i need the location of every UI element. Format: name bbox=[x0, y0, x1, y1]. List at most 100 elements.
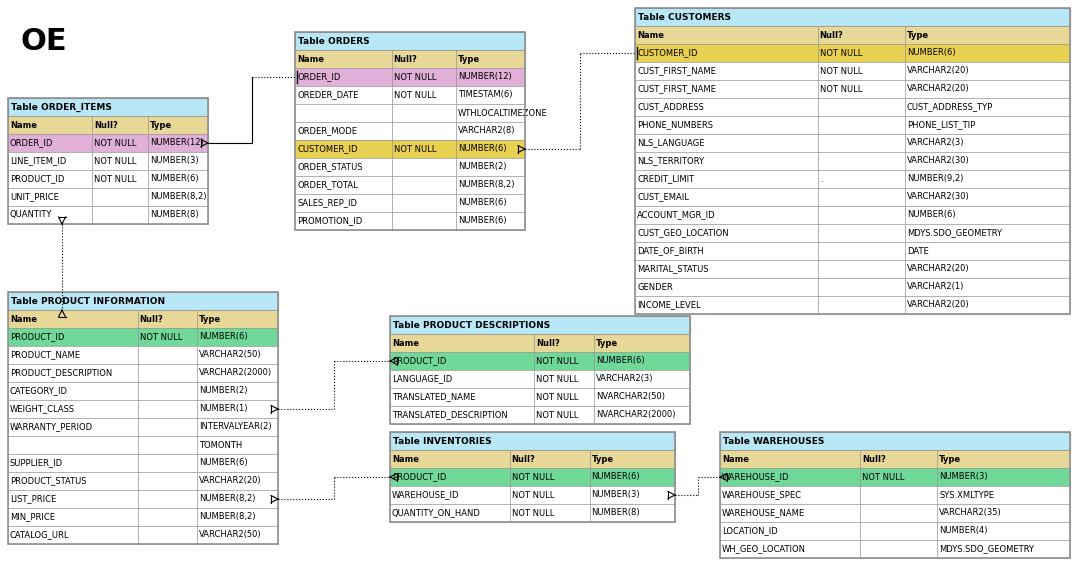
Bar bbox=[197, 418, 278, 436]
Text: NOT NULL: NOT NULL bbox=[94, 174, 136, 183]
Text: NUMBER(8,2): NUMBER(8,2) bbox=[457, 181, 515, 190]
Bar bbox=[8, 508, 138, 526]
Bar bbox=[197, 436, 278, 454]
Bar bbox=[92, 188, 148, 206]
Bar bbox=[636, 44, 818, 62]
Bar bbox=[904, 188, 1070, 206]
Text: VARCHAR2(35): VARCHAR2(35) bbox=[939, 508, 1001, 517]
Bar bbox=[456, 194, 525, 212]
Bar bbox=[904, 116, 1070, 134]
Text: PRODUCT_DESCRIPTION: PRODUCT_DESCRIPTION bbox=[10, 368, 112, 378]
Bar bbox=[818, 206, 904, 224]
Text: WAREHOUSE_ID: WAREHOUSE_ID bbox=[392, 491, 460, 500]
Text: CUST_ADDRESS_TYP: CUST_ADDRESS_TYP bbox=[906, 102, 993, 112]
Text: NUMBER(6): NUMBER(6) bbox=[591, 473, 640, 482]
Bar bbox=[8, 454, 138, 472]
Text: NOT NULL: NOT NULL bbox=[511, 491, 555, 500]
Text: NUMBER(6): NUMBER(6) bbox=[906, 49, 955, 58]
Text: TRANSLATED_DESCRIPTION: TRANSLATED_DESCRIPTION bbox=[392, 410, 508, 419]
Bar bbox=[818, 62, 904, 80]
Bar bbox=[8, 472, 138, 490]
Bar bbox=[390, 504, 509, 522]
Text: Null?: Null? bbox=[820, 31, 844, 40]
Bar bbox=[390, 316, 689, 424]
Text: Type: Type bbox=[457, 54, 480, 63]
Text: WH_GEO_LOCATION: WH_GEO_LOCATION bbox=[722, 544, 806, 554]
Bar bbox=[636, 8, 1070, 314]
Text: NOT NULL: NOT NULL bbox=[820, 84, 862, 93]
Bar bbox=[534, 388, 595, 406]
Bar bbox=[904, 278, 1070, 296]
Text: NOT NULL: NOT NULL bbox=[394, 91, 436, 100]
Bar bbox=[904, 242, 1070, 260]
Text: SYS.XMLTYPE: SYS.XMLTYPE bbox=[939, 491, 994, 500]
Text: Type: Type bbox=[150, 121, 173, 130]
Text: NOT NULL: NOT NULL bbox=[94, 157, 136, 165]
Bar bbox=[8, 292, 278, 544]
Text: ORDER_STATUS: ORDER_STATUS bbox=[297, 162, 363, 171]
Bar bbox=[720, 522, 860, 540]
Text: VARCHAR2(50): VARCHAR2(50) bbox=[199, 350, 261, 359]
Text: PRODUCT_ID: PRODUCT_ID bbox=[392, 357, 447, 366]
Text: INCOME_LEVEL: INCOME_LEVEL bbox=[637, 301, 700, 310]
Text: QUANTITY: QUANTITY bbox=[10, 211, 53, 220]
Bar bbox=[392, 212, 456, 230]
Bar bbox=[589, 486, 675, 504]
Text: Table PRODUCT DESCRIPTIONS: Table PRODUCT DESCRIPTIONS bbox=[393, 320, 550, 329]
Bar bbox=[390, 352, 534, 370]
Bar bbox=[720, 432, 1070, 450]
Bar bbox=[636, 8, 1070, 26]
Text: NUMBER(6): NUMBER(6) bbox=[457, 144, 507, 153]
Bar bbox=[390, 388, 534, 406]
Bar bbox=[636, 26, 818, 44]
Bar bbox=[8, 116, 92, 134]
Bar bbox=[392, 194, 456, 212]
Text: MARITAL_STATUS: MARITAL_STATUS bbox=[637, 264, 709, 273]
Bar bbox=[138, 364, 197, 382]
Bar bbox=[148, 152, 208, 170]
Bar bbox=[197, 346, 278, 364]
Bar bbox=[818, 134, 904, 152]
Bar bbox=[138, 508, 197, 526]
Text: NUMBER(3): NUMBER(3) bbox=[150, 157, 199, 165]
Bar bbox=[534, 370, 595, 388]
Text: Name: Name bbox=[297, 54, 324, 63]
Bar bbox=[860, 540, 937, 558]
Text: NUMBER(3): NUMBER(3) bbox=[939, 473, 987, 482]
Bar bbox=[8, 526, 138, 544]
Text: NUMBER(6): NUMBER(6) bbox=[199, 332, 247, 341]
Bar bbox=[392, 158, 456, 176]
Bar bbox=[148, 134, 208, 152]
Bar bbox=[92, 116, 148, 134]
Bar bbox=[456, 212, 525, 230]
Text: VARCHAR2(30): VARCHAR2(30) bbox=[906, 192, 969, 201]
Text: NUMBER(2): NUMBER(2) bbox=[199, 387, 247, 396]
Bar bbox=[148, 206, 208, 224]
Text: NOT NULL: NOT NULL bbox=[536, 392, 578, 401]
Text: Table INVENTORIES: Table INVENTORIES bbox=[393, 436, 492, 445]
Bar bbox=[595, 388, 689, 406]
Text: NUMBER(8,2): NUMBER(8,2) bbox=[150, 192, 206, 201]
Text: UNIT_PRICE: UNIT_PRICE bbox=[10, 192, 59, 201]
Bar bbox=[197, 364, 278, 382]
Bar bbox=[8, 206, 92, 224]
Bar bbox=[904, 170, 1070, 188]
Text: NUMBER(8,2): NUMBER(8,2) bbox=[199, 512, 256, 521]
Bar bbox=[390, 316, 689, 334]
Text: CUSTOMER_ID: CUSTOMER_ID bbox=[297, 144, 357, 153]
Text: WTHLOCALTIMEZONE: WTHLOCALTIMEZONE bbox=[457, 109, 548, 118]
Bar bbox=[720, 450, 860, 468]
Text: Table ORDERS: Table ORDERS bbox=[298, 36, 370, 45]
Text: OREDER_DATE: OREDER_DATE bbox=[297, 91, 358, 100]
Bar bbox=[818, 80, 904, 98]
Text: Name: Name bbox=[392, 454, 419, 464]
Text: Table WAREHOUSES: Table WAREHOUSES bbox=[723, 436, 824, 445]
Text: NUMBER(9,2): NUMBER(9,2) bbox=[906, 174, 964, 183]
Text: SALES_REP_ID: SALES_REP_ID bbox=[297, 199, 357, 208]
Bar bbox=[904, 296, 1070, 314]
Bar bbox=[8, 134, 92, 152]
Bar bbox=[456, 176, 525, 194]
Bar bbox=[818, 188, 904, 206]
Bar bbox=[392, 176, 456, 194]
Bar bbox=[937, 540, 1070, 558]
